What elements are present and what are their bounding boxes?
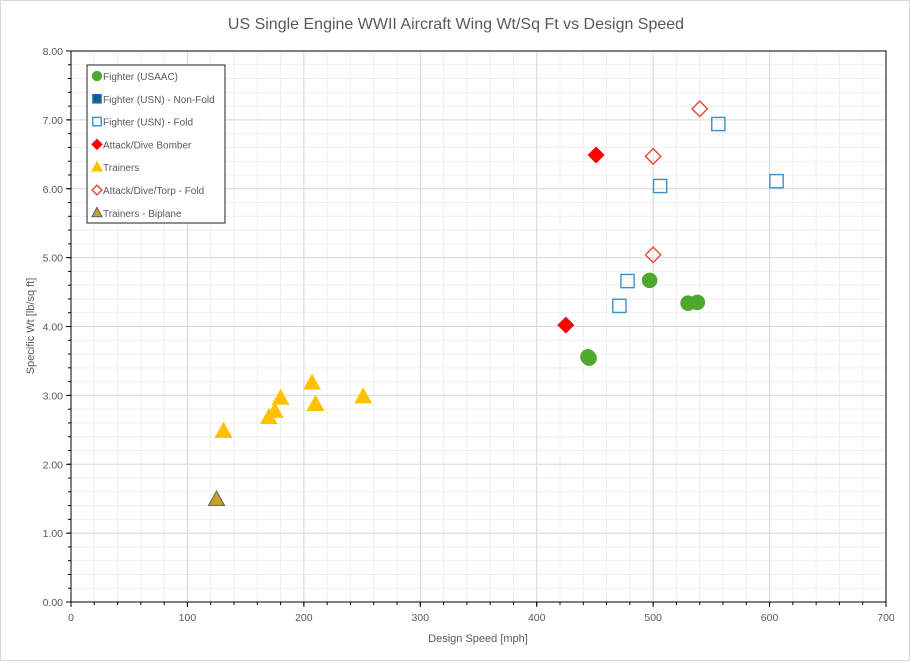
data-point: [214, 421, 233, 438]
legend-label: Attack/Dive Bomber: [103, 140, 192, 151]
legend-label: Attack/Dive/Torp - Fold: [103, 186, 204, 197]
x-tick-label: 200: [295, 612, 313, 624]
data-point: [587, 146, 605, 164]
chart-title: US Single Engine WWII Aircraft Wing Wt/S…: [228, 16, 684, 33]
data-point: [644, 246, 662, 264]
y-tick-label: 2.00: [43, 459, 64, 471]
x-tick-label: 400: [528, 612, 546, 624]
data-point: [207, 489, 226, 507]
y-tick-label: 8.00: [43, 46, 64, 58]
x-tick-label: 600: [761, 612, 779, 624]
legend-marker: [90, 206, 104, 218]
data-point: [620, 273, 635, 289]
data-point: [354, 387, 373, 404]
plot-area-border: [70, 50, 887, 603]
data-point: [612, 298, 627, 314]
data-point: [306, 394, 325, 411]
data-point: [271, 388, 290, 405]
y-tick-label: 5.00: [43, 253, 64, 265]
legend: Fighter (USAAC) Fighter (USN) - Non-Fold F…: [86, 64, 226, 224]
x-tick-label: 100: [179, 612, 197, 624]
data-point: [644, 147, 662, 166]
x-tick-label: 0: [68, 612, 74, 624]
data-point: [689, 294, 706, 311]
y-axis-label: Specific Wt [lb/sq ft]: [25, 278, 37, 375]
y-tick-label: 6.00: [43, 184, 64, 196]
data-point: [652, 178, 668, 194]
y-tick-label: 0.00: [43, 597, 64, 609]
legend-label: Trainers: [103, 163, 139, 174]
legend-box: [86, 64, 226, 224]
y-tick-label: 3.00: [43, 390, 64, 402]
legend-label: Fighter (USN) - Fold: [103, 118, 193, 129]
x-tick-label: 700: [877, 612, 895, 624]
data-point: [691, 100, 709, 118]
legend-marker: [91, 70, 103, 82]
data-point: [711, 116, 726, 132]
data-point: [769, 173, 784, 189]
legend-marker: [91, 138, 103, 151]
legend-label: Fighter (USN) - Non-Fold: [103, 95, 215, 106]
data-point: [557, 316, 575, 334]
y-tick-label: 1.00: [43, 528, 64, 540]
x-tick-label: 300: [412, 612, 430, 624]
legend-marker: [92, 116, 102, 127]
data-point: [265, 401, 284, 418]
legend-marker: [90, 160, 104, 172]
x-axis-label: Design Speed [mph]: [428, 633, 528, 645]
legend-marker: [91, 184, 103, 196]
legend-marker: [92, 93, 102, 104]
x-tick-label: 500: [644, 612, 662, 624]
y-tick-label: 4.00: [43, 322, 64, 334]
data-point: [641, 272, 658, 289]
data-point: [303, 373, 321, 390]
data-point: [580, 349, 596, 365]
legend-label: Trainers - Biplane: [103, 209, 182, 220]
legend-label: Fighter (USAAC): [103, 72, 178, 83]
y-tick-label: 7.00: [43, 115, 64, 127]
